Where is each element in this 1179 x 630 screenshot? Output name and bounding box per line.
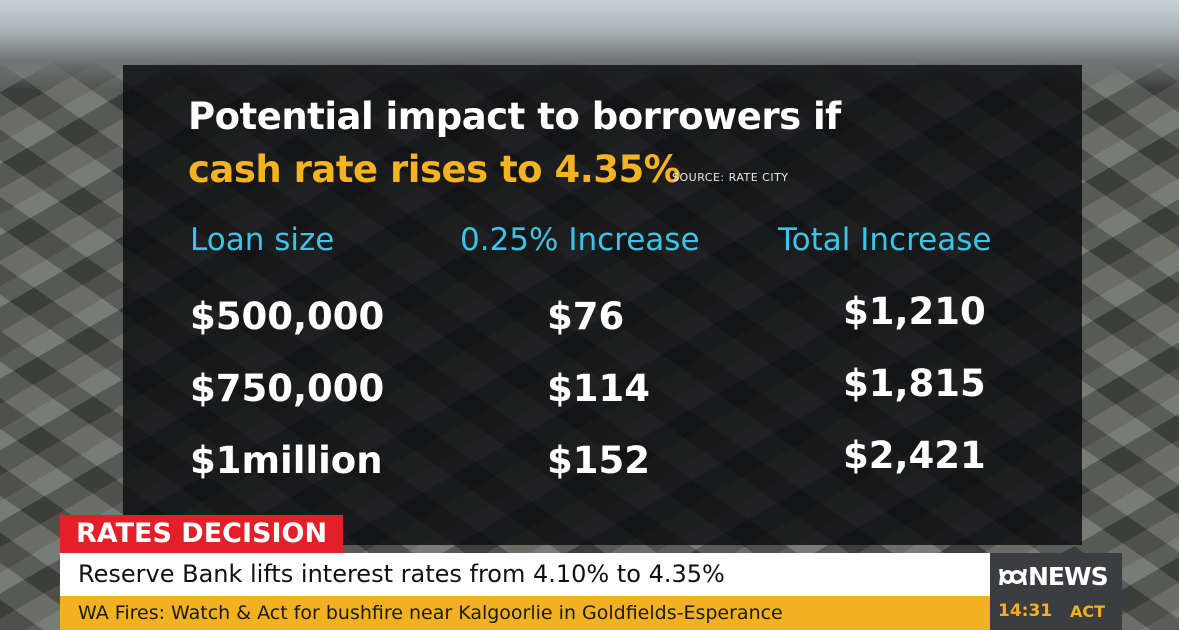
table-cell: $1,210 (843, 290, 986, 333)
ticker-headline: Reserve Bank lifts interest rates from 4… (60, 553, 990, 596)
title-line-2: cash rate rises to 4.35% (188, 148, 681, 191)
ticker-crawl: WA Fires: Watch & Act for bushfire near … (60, 596, 990, 630)
info-panel (123, 65, 1082, 545)
table-cell: $1million (190, 439, 383, 482)
column-header: Total Increase (778, 222, 992, 258)
column-header: Loan size (190, 222, 335, 258)
table-cell: $76 (547, 295, 625, 338)
table-cell: $2,421 (843, 434, 986, 477)
title-line-1: Potential impact to borrowers if (188, 95, 841, 138)
table-cell: $1,815 (843, 362, 986, 405)
time: 14:31 (998, 601, 1053, 621)
abc-logo (999, 568, 1027, 586)
logo-text: NEWS (1028, 562, 1109, 591)
ticker-label: RATES DECISION (60, 515, 343, 553)
table-cell: $500,000 (190, 295, 385, 338)
branding: NEWS 14:31 ACT (990, 553, 1122, 630)
table-cell: $114 (547, 367, 650, 410)
location: ACT (1070, 602, 1106, 621)
column-header: 0.25% Increase (460, 222, 700, 258)
source: SOURCE: RATE CITY (672, 171, 789, 184)
table-cell: $750,000 (190, 367, 385, 410)
table-cell: $152 (547, 439, 650, 482)
